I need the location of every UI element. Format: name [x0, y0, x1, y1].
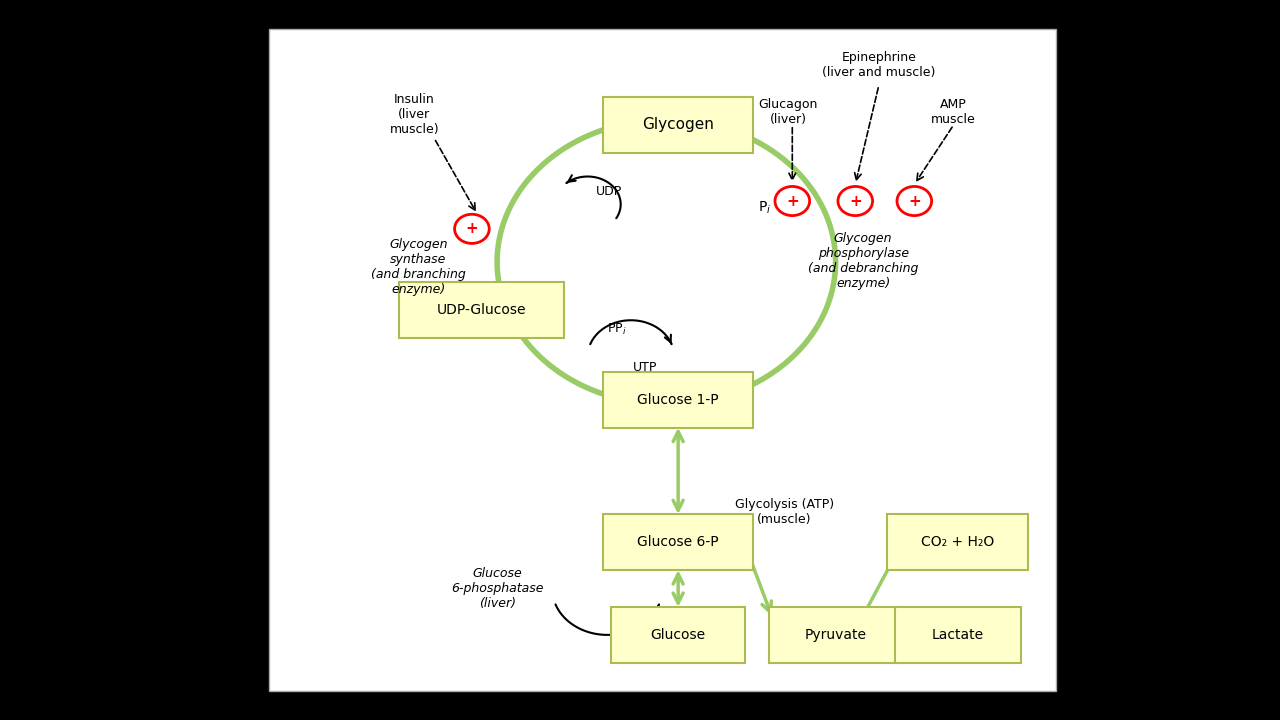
Text: Insulin
(liver
muscle): Insulin (liver muscle)	[389, 94, 439, 136]
Text: P$_i$: P$_i$	[758, 199, 772, 216]
Text: Glycogen
synthase
(and branching
enzyme): Glycogen synthase (and branching enzyme)	[371, 238, 466, 296]
Text: Glucose 6-P: Glucose 6-P	[637, 535, 719, 549]
Text: Glucose
6-phosphatase
(liver): Glucose 6-phosphatase (liver)	[451, 567, 543, 610]
FancyBboxPatch shape	[603, 372, 753, 428]
Text: UDP: UDP	[595, 184, 622, 197]
FancyBboxPatch shape	[603, 96, 753, 153]
Text: Glucose: Glucose	[650, 628, 705, 642]
FancyBboxPatch shape	[895, 607, 1020, 663]
Text: UDP-Glucose: UDP-Glucose	[436, 303, 526, 318]
Text: Glucagon
(liver): Glucagon (liver)	[759, 98, 818, 125]
Text: +: +	[466, 221, 479, 236]
Circle shape	[838, 186, 873, 215]
FancyBboxPatch shape	[603, 514, 753, 570]
Circle shape	[774, 186, 810, 215]
FancyBboxPatch shape	[398, 282, 564, 338]
Text: Lactate: Lactate	[932, 628, 983, 642]
Circle shape	[897, 186, 932, 215]
Text: Glycogen
phosphorylase
(and debranching
enzyme): Glycogen phosphorylase (and debranching …	[808, 232, 918, 289]
Text: Epinephrine
(liver and muscle): Epinephrine (liver and muscle)	[822, 51, 936, 79]
Text: Glycogen: Glycogen	[643, 117, 714, 132]
FancyBboxPatch shape	[769, 607, 902, 663]
Text: +: +	[908, 194, 920, 209]
FancyBboxPatch shape	[612, 607, 745, 663]
Text: Glycolysis (ATP)
(muscle): Glycolysis (ATP) (muscle)	[735, 498, 835, 526]
Text: Pyruvate: Pyruvate	[805, 628, 867, 642]
Text: AMP
muscle: AMP muscle	[932, 98, 977, 125]
Text: +: +	[786, 194, 799, 209]
Text: UTP: UTP	[632, 361, 657, 374]
Text: PP$_i$: PP$_i$	[608, 322, 627, 337]
Text: Glucose 1-P: Glucose 1-P	[637, 392, 719, 407]
FancyBboxPatch shape	[887, 514, 1028, 570]
Text: +: +	[849, 194, 861, 209]
Text: CO₂ + H₂O: CO₂ + H₂O	[922, 535, 995, 549]
Circle shape	[454, 215, 489, 243]
